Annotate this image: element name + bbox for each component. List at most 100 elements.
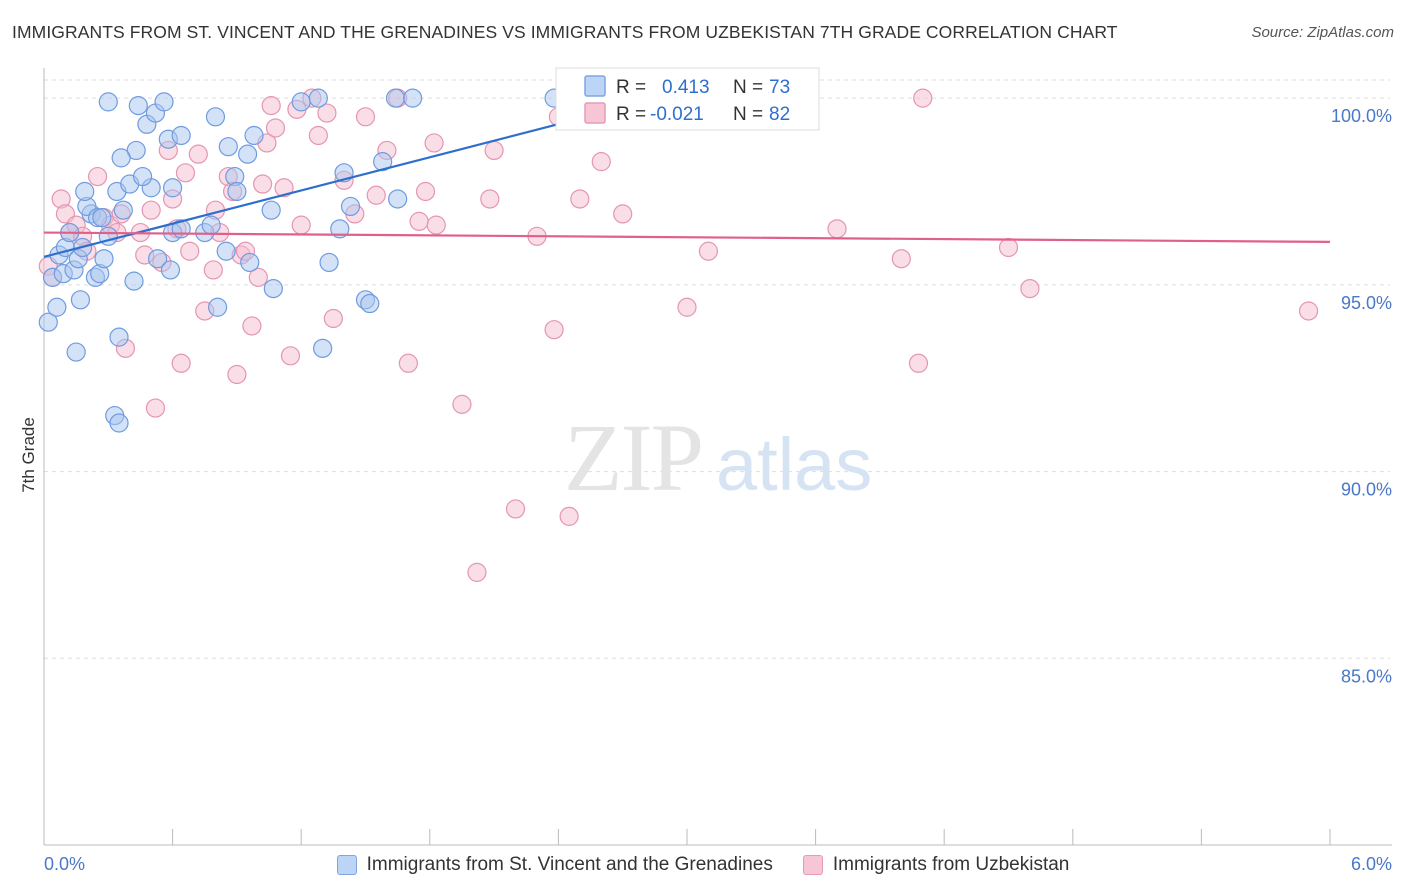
data-point-uzbekistan <box>261 96 281 116</box>
legend-item-uzbekistan[interactable]: Immigrants from Uzbekistan <box>802 852 1070 878</box>
data-point-uzbekistan <box>145 398 166 418</box>
legend-pink-n-label: N = <box>733 104 763 125</box>
data-point-uzbekistan <box>203 260 223 280</box>
data-point-st-vincent <box>109 327 129 347</box>
series-st-vincent-points <box>38 88 622 433</box>
watermark-zip: ZIP <box>564 404 702 511</box>
data-point-st-vincent <box>308 88 328 108</box>
legend-swatch-blue <box>584 75 606 97</box>
data-point-uzbekistan <box>452 394 472 414</box>
data-point-uzbekistan <box>265 118 286 138</box>
data-point-uzbekistan <box>827 219 847 239</box>
data-point-st-vincent <box>154 92 174 112</box>
legend-swatch-uzbekistan <box>802 855 823 875</box>
data-point-uzbekistan <box>355 107 376 127</box>
data-point-st-vincent <box>244 125 264 146</box>
y-tick-label: 90.0% <box>1341 480 1392 500</box>
data-point-st-vincent <box>66 342 86 362</box>
data-point-st-vincent <box>94 249 114 269</box>
x-tick-label-min: 0.0% <box>44 854 85 874</box>
data-point-st-vincent <box>75 181 95 202</box>
data-point-uzbekistan <box>409 211 429 231</box>
legend-blue-n-value: 73 <box>769 77 790 98</box>
data-point-uzbekistan <box>544 320 564 340</box>
data-point-uzbekistan <box>227 364 247 385</box>
data-point-st-vincent <box>38 312 58 332</box>
data-point-st-vincent <box>227 181 247 202</box>
data-point-uzbekistan <box>480 189 500 209</box>
data-point-uzbekistan <box>253 174 273 194</box>
data-point-uzbekistan <box>913 88 933 108</box>
legend-pink-r-label: R = <box>616 104 646 125</box>
data-point-st-vincent <box>113 200 133 220</box>
data-point-uzbekistan <box>484 140 504 161</box>
legend-item-st-vincent[interactable]: Immigrants from St. Vincent and the Gren… <box>336 852 773 878</box>
data-point-st-vincent <box>385 88 406 108</box>
data-point-st-vincent <box>70 290 91 310</box>
data-point-st-vincent <box>128 96 148 116</box>
data-point-uzbekistan <box>180 241 200 261</box>
watermark-atlas: atlas <box>716 423 872 506</box>
data-point-uzbekistan <box>891 249 911 269</box>
data-point-st-vincent <box>319 252 339 273</box>
data-point-st-vincent <box>261 200 281 220</box>
watermark: ZIP atlas <box>564 404 872 511</box>
data-point-st-vincent <box>124 271 144 291</box>
y-axis-label: 7th Grade <box>19 417 38 493</box>
trend-line-uzbekistan <box>43 231 1331 244</box>
data-point-st-vincent <box>340 196 361 217</box>
data-point-st-vincent <box>98 92 118 112</box>
legend-pink-n-value: 82 <box>769 104 790 125</box>
legend-label-uzbekistan: Immigrants from Uzbekistan <box>832 854 1070 875</box>
data-point-st-vincent <box>47 297 67 317</box>
data-point-uzbekistan <box>677 297 697 317</box>
axes <box>43 68 1392 846</box>
data-point-uzbekistan <box>188 144 208 164</box>
legend-swatch-pink <box>584 102 606 124</box>
data-point-uzbekistan <box>175 163 196 183</box>
legend-pink-r-value: -0.021 <box>650 104 704 125</box>
data-point-uzbekistan <box>274 178 294 198</box>
data-point-st-vincent <box>208 297 228 317</box>
data-point-st-vincent <box>205 107 226 127</box>
y-tick-label: 85.0% <box>1341 666 1392 686</box>
data-point-uzbekistan <box>398 353 418 373</box>
data-point-st-vincent <box>238 144 258 164</box>
data-point-uzbekistan <box>426 215 446 235</box>
data-point-st-vincent <box>216 241 236 261</box>
source-label: Source: ZipAtlas.com <box>1251 24 1394 41</box>
y-tick-label: 95.0% <box>1341 293 1392 313</box>
data-point-uzbekistan <box>1298 301 1319 321</box>
correlation-legend: R = 0.413 N = 73 R = -0.021 N = 82 <box>555 67 820 131</box>
data-point-st-vincent <box>373 152 393 172</box>
data-point-st-vincent <box>403 88 423 108</box>
data-point-st-vincent <box>147 249 168 269</box>
data-point-st-vincent <box>218 137 238 157</box>
data-point-st-vincent <box>132 166 153 187</box>
legend-swatch-st-vincent <box>336 855 357 875</box>
data-point-uzbekistan <box>613 204 633 224</box>
data-point-uzbekistan <box>317 103 337 123</box>
data-point-st-vincent <box>160 260 181 280</box>
data-point-uzbekistan <box>415 181 436 202</box>
series-legend: Immigrants from St. Vincent and the Gren… <box>0 852 1406 878</box>
data-point-uzbekistan <box>505 499 526 519</box>
data-point-st-vincent <box>330 219 350 239</box>
data-point-st-vincent <box>111 148 131 168</box>
data-point-uzbekistan <box>87 166 108 187</box>
data-point-st-vincent <box>109 413 129 433</box>
data-point-uzbekistan <box>171 353 191 373</box>
data-point-st-vincent <box>313 338 333 358</box>
data-point-uzbekistan <box>559 506 579 526</box>
legend-blue-n-label: N = <box>733 77 763 98</box>
y-tick-label: 100.0% <box>1331 106 1392 126</box>
data-point-uzbekistan <box>591 152 611 172</box>
data-point-uzbekistan <box>698 241 719 261</box>
data-point-uzbekistan <box>908 353 929 373</box>
x-tick-label-max: 6.0% <box>1351 854 1392 874</box>
data-point-uzbekistan <box>998 237 1019 258</box>
data-point-uzbekistan <box>248 267 268 287</box>
data-point-uzbekistan <box>242 316 262 336</box>
data-point-st-vincent <box>291 92 311 112</box>
legend-blue-r-label: R = <box>616 77 646 98</box>
